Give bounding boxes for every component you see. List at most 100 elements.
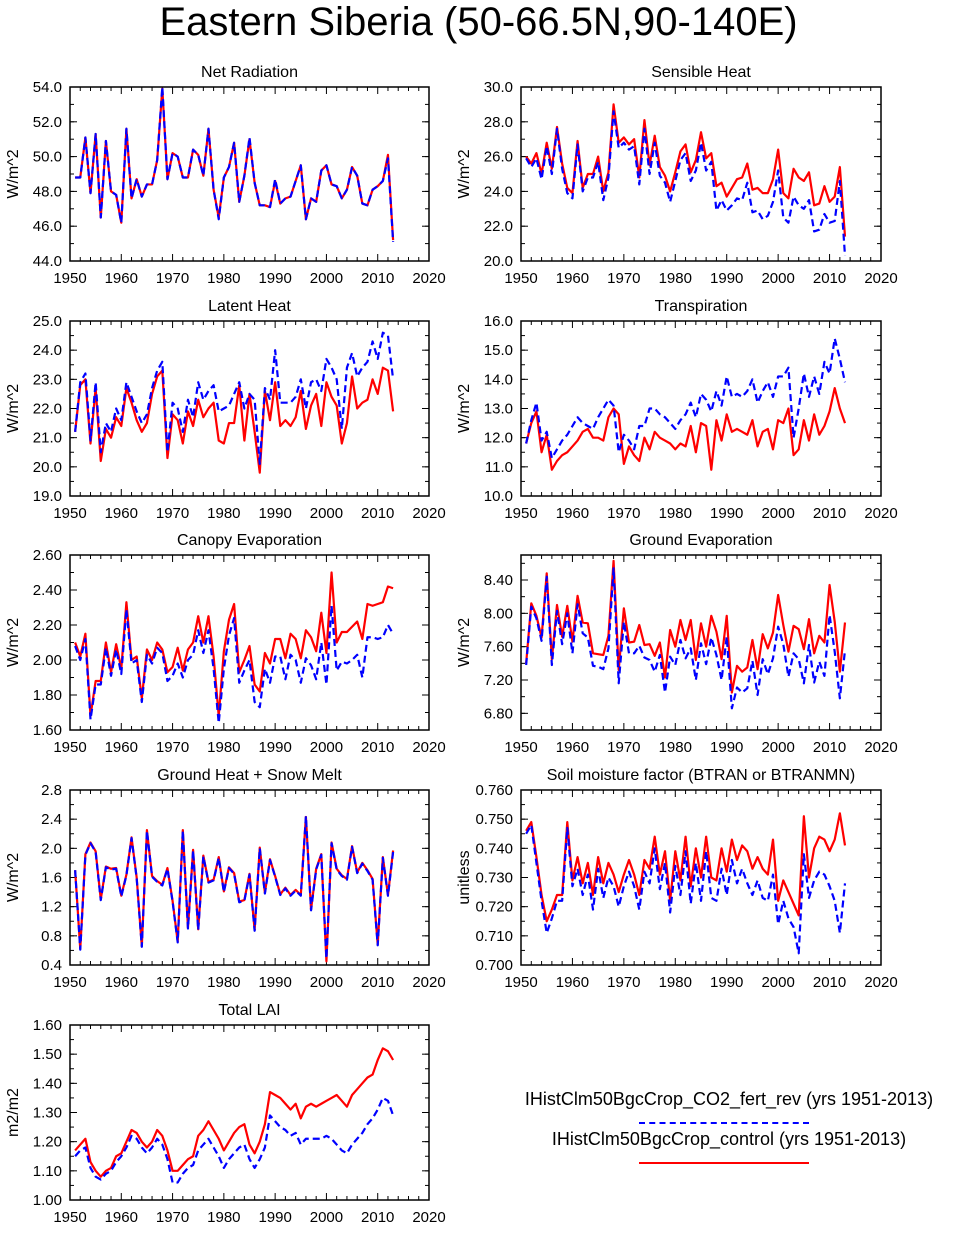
x-tick-label: 2010: [813, 974, 846, 991]
x-tick-label: 1980: [659, 974, 692, 991]
panel-title-sensible-heat: Sensible Heat: [651, 64, 751, 81]
x-tick-label: 1960: [105, 505, 138, 522]
x-tick-label: 2000: [761, 505, 794, 522]
x-tick-label: 1990: [258, 270, 291, 287]
x-tick-label: 2010: [813, 270, 846, 287]
x-tick-label: 1980: [207, 270, 240, 287]
y-axis-label-soil-moisture-factor-btran-or-btranmn: unitless: [456, 850, 473, 904]
x-tick-label: 2010: [361, 1209, 394, 1226]
x-tick-label: 2020: [864, 974, 897, 991]
y-tick-label: 21.0: [33, 430, 62, 447]
x-tick-label: 2010: [813, 739, 846, 756]
x-tick-label: 1960: [556, 739, 589, 756]
y-tick-label: 20.0: [33, 459, 62, 476]
panel-total-lai: Total LAI m2/m2 1950 1960 1970 1980 1990 2000 20…: [5, 1002, 446, 1226]
x-tick-label: 1970: [156, 739, 189, 756]
x-tick-label: 2020: [864, 739, 897, 756]
y-tick-label: 1.00: [33, 1192, 62, 1209]
x-tick-label: 1950: [504, 505, 537, 522]
y-tick-label: 24.0: [484, 183, 513, 200]
panel-latent-heat: Latent Heat W/m^2 1950 1960 1970 1980 1990 2000…: [5, 298, 446, 522]
y-tick-label: 15.0: [484, 342, 513, 359]
plot-frame-soil-moisture-factor-btran-or-btranmn: [520, 789, 882, 966]
x-tick-label: 2020: [412, 974, 445, 991]
x-tick-label: 1990: [710, 739, 743, 756]
x-tick-label: 1990: [710, 974, 743, 991]
panel-title-transpiration: Transpiration: [655, 298, 748, 315]
series-line-rev-ground-evaporation: [525, 567, 847, 710]
y-tick-label: 0.710: [475, 928, 513, 945]
x-tick-label: 2000: [761, 974, 794, 991]
plot-frame-net-radiation: [69, 86, 430, 262]
legend-swatch-co2-fert-rev: [639, 1122, 809, 1124]
y-axis-label-ground-evaporation: W/m^2: [456, 618, 473, 667]
x-tick-label: 1970: [607, 974, 640, 991]
series-line-rev-ground-heat-snow-melt: [74, 815, 395, 960]
x-tick-label: 1960: [105, 270, 138, 287]
x-tick-label: 2020: [864, 270, 897, 287]
y-tick-label: 2.4: [41, 811, 62, 828]
panel-title-canopy-evaporation: Canopy Evaporation: [177, 532, 322, 549]
y-tick-label: 2.8: [41, 782, 62, 799]
y-tick-label: 2.40: [33, 582, 62, 599]
x-tick-label: 2020: [412, 739, 445, 756]
y-tick-label: 52.0: [33, 114, 62, 131]
y-tick-label: 1.20: [33, 1134, 62, 1151]
x-tick-label: 2000: [761, 270, 794, 287]
x-tick-label: 1970: [607, 270, 640, 287]
x-tick-label: 2010: [361, 270, 394, 287]
x-tick-label: 2010: [361, 974, 394, 991]
x-tick-label: 1960: [105, 974, 138, 991]
x-tick-label: 2020: [412, 270, 445, 287]
panel-title-ground-evaporation: Ground Evaporation: [629, 532, 772, 549]
series-line-rev-soil-moisture-factor-btran-or-btranmn: [525, 823, 847, 955]
series-line-rev-latent-heat: [74, 331, 395, 466]
x-tick-label: 1970: [607, 505, 640, 522]
series-line-rev-sensible-heat: [525, 110, 847, 256]
panel-title-latent-heat: Latent Heat: [208, 298, 291, 315]
x-tick-label: 1960: [556, 270, 589, 287]
plot-frame-latent-heat: [69, 320, 430, 497]
y-tick-label: 0.760: [475, 782, 513, 799]
x-tick-label: 2010: [361, 739, 394, 756]
series-line-control-canopy-evaporation: [74, 571, 394, 718]
y-tick-label: 11.0: [485, 459, 513, 476]
panel-title-net-radiation: Net Radiation: [201, 64, 298, 81]
x-tick-label: 1950: [504, 739, 537, 756]
x-tick-label: 1980: [659, 505, 692, 522]
y-tick-label: 6.80: [484, 705, 513, 722]
x-tick-label: 1970: [607, 739, 640, 756]
x-tick-label: 1950: [53, 1209, 86, 1226]
y-tick-label: 19.0: [33, 488, 62, 505]
series-line-rev-canopy-evaporation: [74, 604, 395, 725]
y-tick-label: 7.60: [484, 639, 513, 656]
x-tick-label: 2000: [761, 739, 794, 756]
x-tick-label: 1960: [556, 974, 589, 991]
y-tick-label: 7.20: [484, 672, 513, 689]
series-line-control-net-radiation: [75, 87, 395, 241]
x-tick-label: 1950: [53, 974, 86, 991]
y-tick-label: 50.0: [33, 149, 62, 166]
y-tick-label: 2.0: [41, 840, 62, 857]
y-axis-label-latent-heat: W/m^2: [5, 384, 22, 433]
panel-ground-evaporation: Ground Evaporation W/m^2 1950 1960 1970 1980 1…: [456, 532, 898, 756]
x-tick-label: 1950: [53, 739, 86, 756]
x-tick-label: 1990: [258, 505, 291, 522]
y-tick-label: 1.60: [33, 722, 62, 739]
y-tick-label: 54.0: [33, 79, 62, 96]
x-tick-label: 2000: [310, 739, 343, 756]
y-tick-label: 8.00: [484, 605, 513, 622]
y-tick-label: 24.0: [33, 342, 62, 359]
y-tick-label: 0.700: [475, 957, 513, 974]
y-tick-label: 0.4: [41, 957, 62, 974]
x-tick-label: 1990: [258, 1209, 291, 1226]
y-tick-label: 0.730: [475, 870, 513, 887]
x-tick-label: 1980: [207, 505, 240, 522]
series-line-control-soil-moisture-factor-btran-or-btranmn: [525, 812, 847, 923]
y-axis-label-ground-heat-snow-melt: W/m^2: [5, 853, 22, 902]
x-tick-label: 1950: [53, 505, 86, 522]
y-tick-label: 1.2: [41, 899, 62, 916]
series-line-control-total-lai: [74, 1047, 395, 1178]
plot-frame-total-lai: [69, 1024, 430, 1201]
y-tick-label: 1.6: [41, 870, 62, 887]
